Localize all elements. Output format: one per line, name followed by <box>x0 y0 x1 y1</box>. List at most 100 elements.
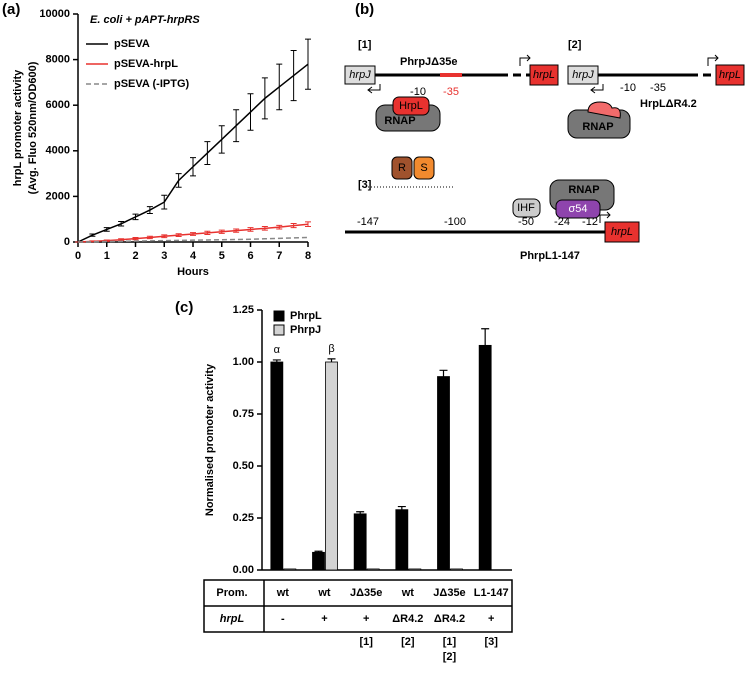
bar <box>270 361 284 571</box>
protein <box>512 198 541 218</box>
bar <box>325 361 338 571</box>
error-bar <box>439 369 448 377</box>
legend-label: pSEVA (-IPTG) <box>114 78 190 90</box>
y-tick-label: 1.00 <box>233 356 254 368</box>
y-tick-label: 6000 <box>46 99 70 111</box>
activator <box>587 101 621 119</box>
error-bar <box>161 234 168 239</box>
protein <box>413 156 435 180</box>
error-bar <box>146 235 153 240</box>
error-bar <box>233 228 240 233</box>
table-note: [1] <box>443 636 457 648</box>
diagram-2: [2] hrpJ -10 -35 hrpL RNAP HrpLΔR4.2 <box>567 39 745 139</box>
error-bar <box>276 224 283 230</box>
y-tick-label: 0.50 <box>233 460 254 472</box>
legend-swatch <box>273 324 285 336</box>
table-cell: L1-147 <box>474 587 509 599</box>
y-axis-label: (Avg. Fluo 520nm/OD600) <box>27 61 39 194</box>
gene-box <box>604 221 640 243</box>
table-cell: + <box>321 613 327 625</box>
error-bar <box>481 328 490 346</box>
table-cell: JΔ35e <box>433 587 465 599</box>
bar <box>408 568 422 571</box>
error-bar <box>272 359 281 362</box>
bar <box>437 376 450 571</box>
promoter-label: PhrpJΔ35e <box>400 56 457 68</box>
annotation: β <box>328 343 334 355</box>
error-bar <box>146 206 153 214</box>
x-axis-label: Hours <box>177 266 209 278</box>
error-bar <box>118 220 125 227</box>
error-bar <box>261 77 268 120</box>
table-cell: + <box>363 613 369 625</box>
protein-label: IHF <box>517 202 535 214</box>
table-cell: JΔ35e <box>350 587 382 599</box>
bar <box>450 568 463 571</box>
arrow <box>519 54 531 66</box>
bar <box>353 513 367 571</box>
bar <box>312 551 325 571</box>
error-bar <box>175 233 182 238</box>
diagram-1: [1] PhrpJΔ35e hrpJ -10 -35 hrpL RNAP Hrp… <box>344 39 559 132</box>
y-tick-label: 10000 <box>39 8 70 20</box>
panel-label: (c) <box>175 299 193 316</box>
activator-label: HrpL <box>399 100 423 112</box>
tag: [1] <box>358 39 372 51</box>
error-bar <box>305 221 311 227</box>
y-axis-label: Normalised promoter activity <box>204 363 216 516</box>
promoter-label: PhrpL1-147 <box>520 250 580 262</box>
x-tick-label: 3 <box>161 250 167 262</box>
error-bar <box>247 227 254 232</box>
activator-label: HrpLΔR4.2 <box>640 98 697 110</box>
gene-label: hrpL <box>533 69 555 81</box>
position: -147 <box>357 216 379 228</box>
series-line <box>77 63 309 243</box>
gene-label: hrpJ <box>349 69 371 81</box>
rnap-label: RNAP <box>384 115 415 127</box>
error-bar <box>132 236 139 241</box>
error-bar <box>290 49 297 102</box>
protein <box>391 156 413 180</box>
table-note: [1] <box>359 636 373 648</box>
row-header: Prom. <box>216 587 247 599</box>
y-tick-label: 0.00 <box>233 564 254 576</box>
activator <box>392 96 430 116</box>
chart-title: E. coli + pAPT-hrpRS <box>90 14 200 26</box>
tag: [2] <box>568 39 582 51</box>
gene-label: hrpL <box>611 226 633 238</box>
diagram-3: [3] R S IHF RNAP σ54 hrpL -147 -100 -50 … <box>345 156 640 262</box>
arrow <box>590 84 604 94</box>
sigma-label: σ54 <box>568 203 587 215</box>
error-bar <box>132 213 139 221</box>
legend-label: PhrpL <box>290 310 322 322</box>
y-tick-label: 0.75 <box>233 408 254 420</box>
rnap-label: RNAP <box>582 121 613 133</box>
y-tick-label: 2000 <box>46 190 70 202</box>
error-bar <box>204 230 211 235</box>
arrow <box>599 211 611 223</box>
legend-label: PhrpJ <box>290 324 321 336</box>
table-cell: - <box>281 613 285 625</box>
error-bar <box>261 225 268 231</box>
y-tick-label: 8000 <box>46 54 70 66</box>
arrow <box>707 54 719 66</box>
error-bar <box>218 125 225 154</box>
x-tick-label: 6 <box>247 250 253 262</box>
table-cell: wt <box>317 587 331 599</box>
row-header: hrpL <box>220 613 245 625</box>
bar <box>366 568 380 571</box>
error-bar <box>290 223 297 229</box>
error-bar <box>397 505 406 510</box>
position: -50 <box>518 216 534 228</box>
error-bar <box>314 550 323 553</box>
table-note: [2] <box>443 651 457 663</box>
position: -10 <box>620 82 636 94</box>
y-tick-label: 1.25 <box>233 304 254 316</box>
error-bar <box>356 511 365 514</box>
legend-swatch <box>273 310 285 322</box>
gene-box <box>529 64 559 86</box>
error-bar <box>190 232 196 236</box>
error-bar <box>161 194 168 210</box>
x-tick-label: 7 <box>276 250 282 262</box>
